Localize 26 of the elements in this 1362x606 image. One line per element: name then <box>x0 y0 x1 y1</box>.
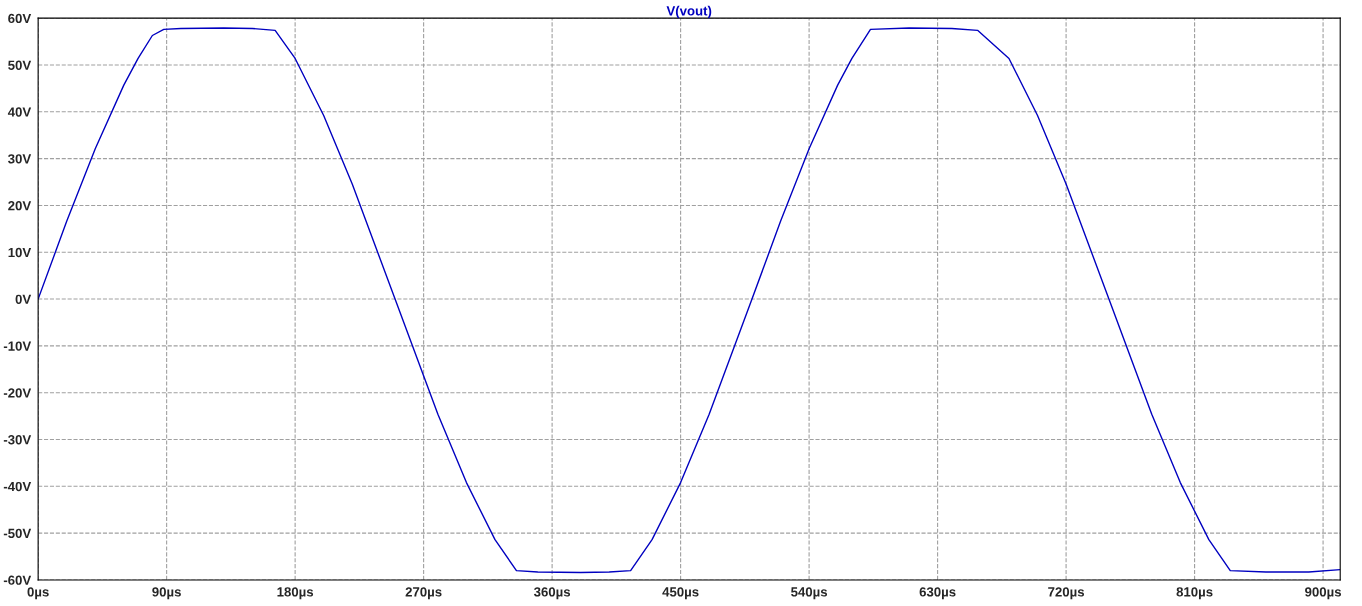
y-tick-label: 0V <box>15 294 32 304</box>
x-tick-label: 360µs <box>533 587 571 600</box>
x-tick-label: 540µs <box>791 587 828 600</box>
y-tick-label: 60V <box>8 13 32 24</box>
y-tick-label: -30V <box>3 435 32 445</box>
y-tick-label: 40V <box>7 107 32 117</box>
x-tick-label: 180µs <box>277 587 314 600</box>
y-tick-label: -10V <box>3 341 32 351</box>
y-tick-label: 10V <box>8 247 32 258</box>
x-tick-label: 0µs <box>27 587 49 600</box>
x-tick-label: 630µs <box>919 587 956 600</box>
y-tick-label: -40V <box>3 481 32 492</box>
x-tick-label: 270µs <box>405 587 442 600</box>
x-tick-label: 900µs <box>1305 587 1342 600</box>
y-tick-label: -50V <box>3 528 32 539</box>
x-tick-label: 720µs <box>1048 587 1085 600</box>
y-tick-label: -20V <box>3 388 32 398</box>
x-tick-label: 450µs <box>662 587 699 600</box>
line-series <box>38 27 1341 574</box>
y-tick-label: 30V <box>8 154 32 164</box>
x-tick-label: 90µs <box>152 587 181 600</box>
x-tick-label: 810µs <box>1176 587 1213 600</box>
chart-title: V(vout) <box>666 5 712 19</box>
y-tick-label: 20V <box>8 201 32 211</box>
y-tick-label: -60V <box>3 575 32 585</box>
y-tick-label: 50V <box>8 60 32 70</box>
